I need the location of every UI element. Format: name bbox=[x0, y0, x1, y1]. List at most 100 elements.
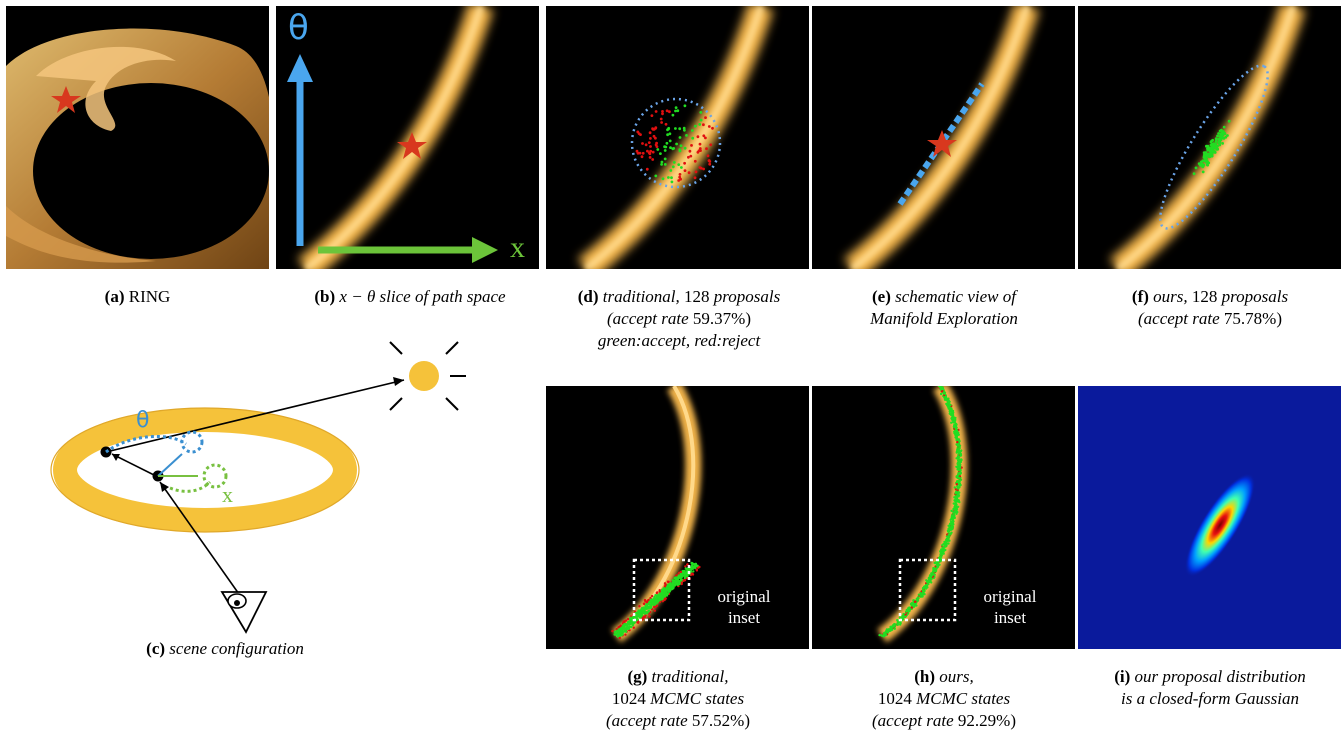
panel-i-gaussian bbox=[1078, 386, 1341, 649]
sample-point bbox=[946, 400, 950, 403]
sample-point bbox=[667, 587, 671, 590]
sample-point bbox=[893, 622, 896, 626]
sample-point bbox=[668, 132, 672, 136]
sample-point bbox=[620, 629, 623, 633]
sample-point bbox=[930, 577, 933, 581]
sample-point bbox=[950, 514, 954, 518]
sample-point bbox=[956, 437, 959, 441]
sample-point bbox=[658, 597, 662, 601]
sample-point bbox=[689, 570, 693, 573]
inset-label: original inset bbox=[983, 587, 1037, 627]
sample-point bbox=[616, 634, 619, 637]
sample-point bbox=[949, 518, 952, 521]
sample-point bbox=[683, 146, 687, 150]
sample-point bbox=[618, 636, 621, 640]
sample-point bbox=[665, 589, 668, 592]
sample-point bbox=[958, 479, 961, 483]
sample-point bbox=[955, 429, 959, 432]
sample-point bbox=[651, 127, 654, 131]
sample-point bbox=[665, 109, 669, 113]
sample-point bbox=[944, 540, 947, 544]
sample-point bbox=[675, 582, 679, 585]
inset-box bbox=[898, 558, 957, 622]
sample-point bbox=[644, 600, 647, 603]
inset-label: original inset bbox=[717, 587, 771, 627]
sample-point bbox=[949, 520, 953, 524]
sample-point bbox=[680, 573, 683, 576]
sample-point bbox=[698, 123, 702, 126]
sample-point bbox=[955, 435, 958, 439]
sample-point bbox=[692, 570, 695, 573]
panel-e-schematic bbox=[812, 6, 1075, 269]
sample-point bbox=[908, 606, 911, 609]
sample-point bbox=[957, 443, 960, 447]
sample-point bbox=[650, 114, 654, 117]
sample-point bbox=[691, 129, 694, 132]
sample-point bbox=[932, 566, 935, 570]
sample-point bbox=[955, 457, 958, 460]
sample-point bbox=[675, 574, 678, 577]
sample-point bbox=[683, 128, 686, 132]
sample-point bbox=[682, 579, 686, 582]
sample-point bbox=[691, 572, 694, 575]
sample-point bbox=[671, 147, 675, 151]
sample-point bbox=[699, 111, 703, 114]
sample-point bbox=[660, 121, 663, 124]
sample-point bbox=[657, 596, 660, 599]
sample-point bbox=[648, 131, 652, 135]
sample-point bbox=[1215, 137, 1218, 141]
sample-point bbox=[1214, 140, 1218, 143]
sample-point bbox=[955, 483, 958, 486]
sample-point bbox=[957, 499, 960, 502]
sample-point bbox=[648, 152, 652, 156]
sample-point bbox=[619, 632, 622, 635]
sample-point bbox=[933, 561, 936, 565]
sample-point bbox=[647, 141, 651, 145]
proposal-region-ellipse bbox=[1159, 64, 1269, 230]
sample-point bbox=[678, 148, 682, 152]
sample-point bbox=[1211, 138, 1215, 142]
sample-point bbox=[939, 555, 942, 558]
sample-point bbox=[950, 421, 953, 424]
sample-point bbox=[948, 404, 951, 407]
sample-point bbox=[667, 583, 670, 586]
panel-c-scene: θ x bbox=[20, 330, 520, 640]
sample-point bbox=[645, 606, 649, 609]
sample-point bbox=[1223, 131, 1226, 135]
sample-point bbox=[1217, 132, 1220, 135]
sample-point bbox=[678, 576, 681, 579]
sample-point bbox=[939, 388, 942, 391]
sample-point bbox=[656, 148, 660, 151]
sample-point bbox=[954, 492, 958, 495]
star-icon bbox=[51, 86, 81, 113]
panel-a-ring-render bbox=[6, 6, 269, 269]
sample-point bbox=[685, 577, 688, 580]
sample-point bbox=[953, 499, 956, 502]
sample-point bbox=[675, 142, 678, 146]
sample-point bbox=[684, 565, 687, 568]
sample-point bbox=[946, 537, 950, 540]
sample-point bbox=[689, 154, 693, 158]
sample-point bbox=[641, 151, 645, 155]
light-source-icon bbox=[389, 341, 466, 411]
sample-point bbox=[957, 464, 960, 467]
sample-point bbox=[958, 476, 961, 480]
sample-point bbox=[955, 443, 958, 446]
sample-point bbox=[664, 122, 668, 126]
sample-point bbox=[896, 618, 899, 622]
sample-point bbox=[646, 603, 649, 607]
sample-point bbox=[1192, 172, 1196, 176]
sample-point bbox=[1202, 151, 1206, 155]
sample-point bbox=[665, 592, 668, 595]
sample-point bbox=[942, 552, 945, 555]
sample-point bbox=[1201, 170, 1205, 174]
sample-point bbox=[644, 611, 648, 614]
sample-point bbox=[652, 601, 655, 604]
sample-point bbox=[654, 126, 657, 130]
sample-point bbox=[667, 176, 670, 179]
sample-point bbox=[678, 173, 682, 176]
sample-point bbox=[1212, 144, 1215, 148]
sample-point bbox=[1222, 125, 1226, 129]
theta-label: θ bbox=[136, 408, 150, 433]
sample-point bbox=[955, 508, 959, 511]
